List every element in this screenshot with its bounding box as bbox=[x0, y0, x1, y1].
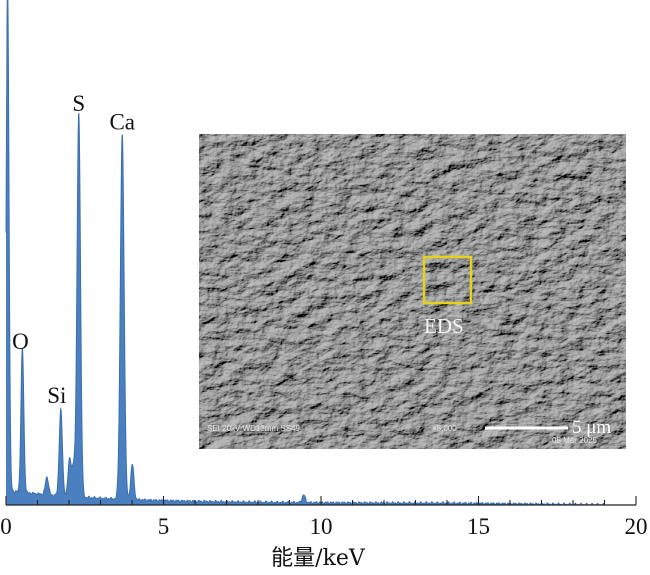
x-tick-labels: 0 5 10 15 20 bbox=[0, 514, 647, 539]
sem-inset-image: EDS 5 μm SEI 20kV WD13mm SS49 ×5,000 05 … bbox=[199, 134, 626, 449]
peak-label-o: O bbox=[12, 329, 29, 354]
x-tick-label: 15 bbox=[467, 514, 490, 539]
sem-footer-mag: ×5,000 bbox=[432, 424, 457, 433]
x-tick-label: 20 bbox=[625, 514, 648, 539]
scale-bar-label: 5 μm bbox=[572, 417, 611, 438]
spectrum-line bbox=[5, 0, 605, 506]
eds-region-box bbox=[422, 255, 473, 305]
peak-label-ca: Ca bbox=[109, 109, 135, 134]
x-tick-label: 5 bbox=[158, 514, 170, 539]
peak-label-si: Si bbox=[47, 383, 66, 408]
sem-footer-date: 05 Mar 2025 bbox=[552, 436, 597, 445]
peak-label-s: S bbox=[72, 91, 85, 116]
x-tick-label: 10 bbox=[310, 514, 333, 539]
peak-labels: O Si S Ca bbox=[12, 91, 135, 408]
eds-label: EDS bbox=[424, 314, 464, 338]
x-axis-title: 能量/keV bbox=[271, 546, 366, 571]
x-ticks bbox=[5, 496, 637, 505]
sem-footer-params: SEI 20kV WD13mm SS49 bbox=[207, 424, 300, 433]
x-tick-label: 0 bbox=[0, 514, 12, 539]
